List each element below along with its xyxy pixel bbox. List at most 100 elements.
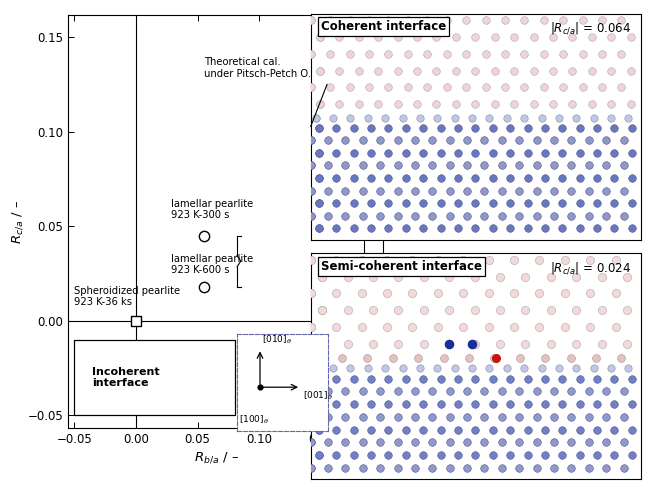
Point — [505, 174, 515, 182]
Point — [567, 100, 578, 108]
Point — [520, 340, 530, 348]
Point — [306, 212, 316, 220]
Point — [445, 187, 455, 195]
Point — [400, 174, 411, 182]
Point — [314, 199, 324, 207]
Point — [432, 100, 442, 108]
Point — [557, 174, 567, 182]
Point — [331, 199, 341, 207]
Point — [340, 439, 350, 446]
Point — [575, 199, 585, 207]
Point — [356, 256, 367, 264]
Point — [514, 187, 525, 195]
Point — [323, 439, 333, 446]
Point — [325, 83, 335, 91]
Point — [540, 451, 550, 459]
Point — [505, 149, 515, 157]
Point — [445, 464, 455, 472]
Point — [410, 212, 420, 220]
Point — [549, 187, 559, 195]
Point — [548, 67, 558, 75]
Point — [540, 199, 550, 207]
Point — [509, 256, 519, 264]
Point — [418, 225, 428, 232]
Point — [505, 400, 515, 408]
Point — [585, 256, 595, 264]
Point — [566, 388, 577, 395]
Point — [610, 256, 621, 264]
Point — [453, 451, 463, 459]
Point — [314, 426, 324, 434]
Point — [509, 323, 519, 331]
Point — [523, 149, 533, 157]
Point — [488, 149, 498, 157]
Point — [509, 67, 519, 75]
Point — [402, 50, 413, 58]
Point — [314, 375, 324, 382]
Point — [375, 388, 385, 395]
Point — [601, 439, 612, 446]
Point — [532, 439, 542, 446]
Point — [558, 16, 568, 24]
Point — [484, 289, 494, 297]
Point — [384, 50, 394, 58]
Point — [549, 212, 559, 220]
Point — [410, 162, 420, 169]
Point — [199, 283, 209, 290]
Point — [618, 439, 629, 446]
Point — [306, 50, 316, 58]
Point — [489, 354, 500, 362]
Point — [489, 33, 500, 41]
Point — [400, 400, 411, 408]
Point — [432, 289, 443, 297]
Point — [557, 375, 567, 382]
Point — [315, 33, 325, 41]
Point — [354, 33, 364, 41]
Point — [306, 256, 316, 264]
Point — [331, 289, 341, 297]
Point — [358, 413, 368, 421]
Point — [484, 256, 494, 264]
Point — [432, 67, 442, 75]
Point — [505, 199, 515, 207]
Point — [345, 114, 356, 121]
Point — [566, 439, 577, 446]
Point — [306, 16, 316, 24]
Point — [418, 426, 428, 434]
Point — [418, 199, 428, 207]
Point — [514, 413, 525, 421]
Point — [592, 451, 602, 459]
Text: lamellar pearlite
923 K-600 s: lamellar pearlite 923 K-600 s — [170, 254, 253, 275]
Point — [427, 212, 437, 220]
Point — [366, 174, 376, 182]
Point — [432, 114, 443, 121]
Point — [384, 16, 394, 24]
Point — [410, 136, 420, 144]
Point — [314, 124, 324, 132]
Point — [306, 388, 316, 395]
Y-axis label: $R_{c/a}$ / –: $R_{c/a}$ / – — [10, 199, 25, 243]
Point — [314, 375, 324, 382]
Point — [540, 400, 550, 408]
Point — [344, 16, 355, 24]
Point — [402, 16, 413, 24]
Point — [328, 114, 338, 121]
Point — [373, 100, 384, 108]
Point — [306, 83, 316, 91]
Point — [577, 83, 588, 91]
Point — [337, 354, 347, 362]
Point — [618, 388, 629, 395]
Point — [306, 187, 316, 195]
Point — [622, 340, 632, 348]
Point — [380, 114, 391, 121]
Point — [344, 83, 355, 91]
Point — [479, 187, 489, 195]
Point — [497, 439, 507, 446]
Point — [427, 162, 437, 169]
Point — [323, 388, 333, 395]
Point — [610, 323, 621, 331]
Point — [387, 354, 398, 362]
Point — [393, 212, 403, 220]
Point — [502, 364, 512, 372]
X-axis label: $R_{b/a}$ / –: $R_{b/a}$ / – — [194, 451, 239, 465]
